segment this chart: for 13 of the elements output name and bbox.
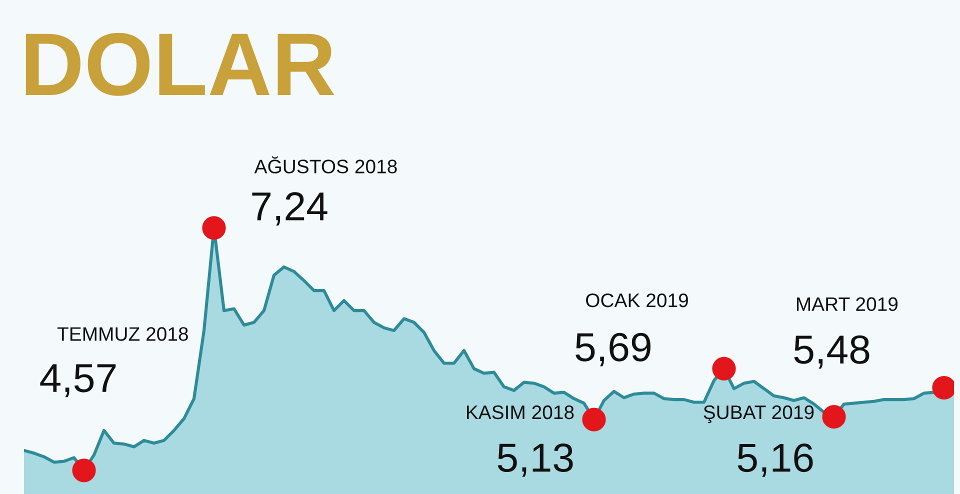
annotation: KASIM 2018 xyxy=(466,405,574,420)
annotation: OCAK 2019 xyxy=(586,293,688,308)
annotation: MART 2019 xyxy=(796,297,898,312)
data-label: 7,24 xyxy=(252,192,328,226)
annotation: ŞUBAT 2019 xyxy=(704,405,814,424)
data-label: 5,69 xyxy=(576,332,650,366)
data-label: 5,16 xyxy=(738,444,813,477)
chart-title: DOLAR xyxy=(26,32,334,96)
data-label: 4,57 xyxy=(40,364,116,398)
data-label: 5,48 xyxy=(794,335,870,369)
data-label: 5,13 xyxy=(498,443,573,477)
annotation: AĞUSTOS 2018 xyxy=(254,156,397,174)
annotation: TEMMUZ 2018 xyxy=(57,327,188,341)
